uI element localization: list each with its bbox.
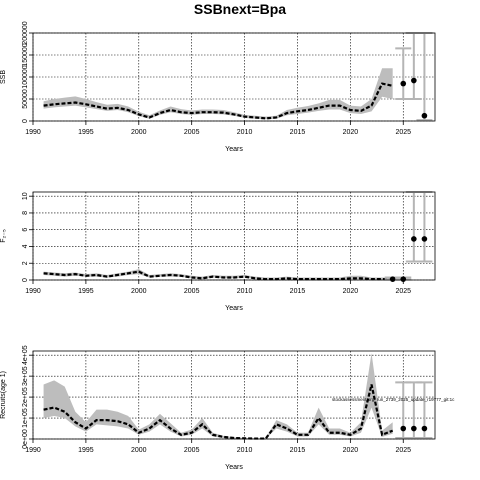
x-tick-label: 2010 <box>237 288 253 295</box>
forecast-point <box>400 80 407 87</box>
x-tick-label: 1995 <box>78 447 94 454</box>
forecast-point <box>411 236 417 242</box>
ssb-panel: 1990 1995 2000 2005 2010 2015 2020 2025 0 5000010… <box>0 21 436 153</box>
x-axis-label: Years <box>225 305 243 312</box>
forecast-point <box>400 276 407 282</box>
y-tick-label: 200000 <box>22 21 29 44</box>
y-tick-label: 0 <box>22 278 29 282</box>
forecast-point <box>389 276 396 282</box>
x-axis-label: Years <box>225 464 243 471</box>
x-tick-label: 2020 <box>343 447 359 454</box>
x-tick-label: 1990 <box>25 129 41 136</box>
figure-title: SSBnext=Bpa <box>194 1 286 17</box>
x-axis-label: Years <box>225 146 243 153</box>
x-tick-label: 1995 <box>78 288 94 295</box>
y-tick-label: 8 <box>22 211 29 215</box>
y-tick-label: 4e+05 <box>22 345 29 365</box>
x-tick-label: 1995 <box>78 129 94 136</box>
x-tick-label: 2020 <box>343 288 359 295</box>
y-tick-label: 50000 <box>22 89 29 109</box>
confidence-band <box>43 68 393 120</box>
x-tick-label: 2000 <box>131 288 147 295</box>
y-axis-label: SSB <box>0 70 7 84</box>
x-tick-label: 2015 <box>290 288 306 295</box>
y-tick-label: 6 <box>22 228 29 232</box>
series-line <box>43 384 394 440</box>
fishing-mortality-panel: 1990 1995 2000 2005 2010 2015 2020 2025 0 2 4 6 8 10 Y… <box>0 191 436 312</box>
x-tick-label: 2000 <box>131 129 147 136</box>
series-line <box>43 270 393 281</box>
x-tick-label: 2015 <box>290 447 306 454</box>
confidence-band <box>43 269 393 280</box>
y-tick-label: 4 <box>22 244 29 248</box>
x-tick-label: 2010 <box>237 129 253 136</box>
forecast-point <box>421 236 428 242</box>
x-tick-label: 1990 <box>25 447 41 454</box>
y-tick-label: 150000 <box>22 43 29 66</box>
x-tick-label: 2005 <box>184 129 200 136</box>
x-tick-label: 2010 <box>237 447 253 454</box>
x-tick-label: 2000 <box>131 447 147 454</box>
forecast-point <box>421 425 428 432</box>
x-tick-label: 2005 <box>184 447 200 454</box>
forecast-point <box>411 425 417 432</box>
forecast-point <box>400 425 407 432</box>
forecast-point <box>411 77 417 84</box>
y-axis-label: Recruits(age 1) <box>0 371 7 419</box>
source-annotation: stockassessment.org, run_2739_2025_updat… <box>332 397 455 402</box>
y-tick-label: 10 <box>22 192 29 200</box>
x-tick-label: 2020 <box>343 129 359 136</box>
x-tick-label: 2025 <box>395 447 411 454</box>
y-tick-label: 1e+05 <box>22 408 29 428</box>
confidence-band <box>43 353 393 439</box>
recruitment-panel: 1990 1995 2000 2005 2010 2015 2020 2025 0e+001e+… <box>0 345 436 471</box>
x-tick-label: 1990 <box>25 288 41 295</box>
y-tick-label: 100000 <box>22 65 29 88</box>
x-tick-label: 2005 <box>184 288 200 295</box>
y-tick-label: 3e+05 <box>22 366 29 386</box>
plot-frame <box>32 350 436 440</box>
y-tick-label: 2 <box>22 261 29 265</box>
y-tick-label: 0e+00 <box>22 429 29 449</box>
y-tick-label: 0 <box>22 119 29 123</box>
y-axis-label: F₂₋₅ <box>0 229 7 243</box>
series-line <box>43 82 393 120</box>
plot-frame <box>32 191 436 281</box>
x-tick-label: 2015 <box>290 129 306 136</box>
forecast-point <box>421 112 428 119</box>
x-tick-label: 2025 <box>395 288 411 295</box>
y-tick-label: 2e+05 <box>22 387 29 407</box>
x-tick-label: 2025 <box>395 129 411 136</box>
